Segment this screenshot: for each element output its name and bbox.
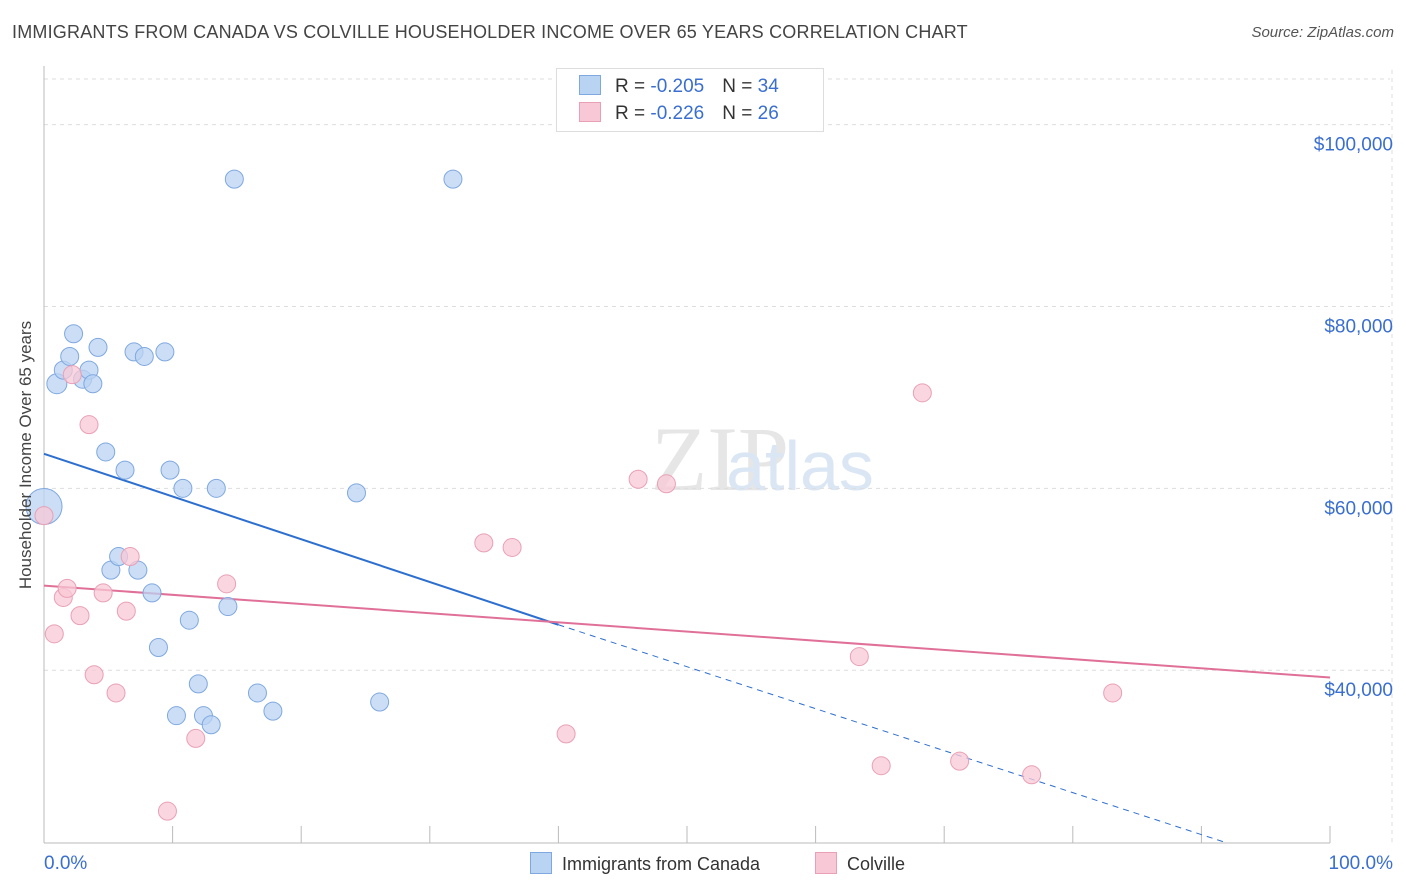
point-colville [871, 756, 891, 776]
point-colville [556, 724, 576, 744]
tick-labels: $40,000 $60,000 $80,000 $100,000 0.0% 100.0% [44, 135, 1393, 874]
point-canada [96, 442, 116, 462]
point-colville [912, 383, 932, 403]
legend-swatch-pink [579, 102, 601, 122]
point-colville [849, 647, 869, 667]
point-colville [70, 606, 90, 626]
legend-row-colville: R = -0.226 N = 26 [579, 102, 779, 126]
point-colville [157, 801, 177, 821]
point-canada [160, 460, 180, 480]
bottom-legend-colville: Colville [815, 852, 905, 875]
watermark-zip: ZIP [651, 408, 789, 510]
point-colville [57, 578, 77, 598]
y-tick-label: $60,000 [1324, 498, 1393, 519]
series-name-canada: Immigrants from Canada [562, 854, 761, 874]
trend-line-canada-dashed [558, 624, 1228, 844]
point-canada [247, 683, 267, 703]
point-canada [188, 674, 208, 694]
legend-r-value: -0.226 [650, 103, 705, 124]
point-canada [201, 715, 221, 735]
legend-box: R = -0.205 N = 34 R = -0.226 N = 26 [556, 68, 824, 132]
y-tick-label: $100,000 [1314, 135, 1393, 156]
point-canada [179, 610, 199, 630]
point-colville [502, 537, 522, 557]
legend-n-label: N = [722, 76, 758, 97]
bottom-legend-canada: Immigrants from Canada [530, 852, 760, 875]
x-tick-label-min: 0.0% [44, 853, 87, 874]
point-colville [62, 365, 82, 385]
legend-n-value: 26 [757, 103, 779, 124]
legend-swatch-blue [579, 75, 601, 95]
point-colville [950, 751, 970, 771]
legend-r-label: R = [615, 76, 651, 97]
series-name-colville: Colville [847, 854, 906, 874]
point-canada [142, 583, 162, 603]
y-tick-label: $80,000 [1324, 316, 1393, 337]
point-canada [346, 483, 366, 503]
source-label: Source: ZipAtlas.com [1251, 24, 1394, 41]
point-colville [120, 547, 140, 567]
legend-n-value: 34 [757, 76, 779, 97]
point-canada [218, 597, 238, 617]
legend-row-canada: R = -0.205 N = 34 [579, 75, 779, 99]
point-canada [166, 706, 186, 726]
chart-title: IMMIGRANTS FROM CANADA VS COLVILLE HOUSE… [12, 22, 968, 42]
point-canada [134, 346, 154, 366]
point-colville [34, 506, 54, 526]
point-colville [44, 624, 64, 644]
point-canada [88, 337, 108, 357]
point-canada [115, 460, 135, 480]
trend-line-canada [43, 452, 559, 626]
bottom-swatch-pink [815, 852, 837, 874]
point-colville [186, 728, 206, 748]
point-canada [64, 324, 84, 344]
point-canada [224, 169, 244, 189]
point-colville [628, 469, 648, 489]
x-tick-label-max: 100.0% [1329, 853, 1394, 874]
point-canada [263, 701, 283, 721]
point-canada [370, 692, 390, 712]
point-colville [93, 583, 113, 603]
point-colville [217, 574, 237, 594]
point-canada [155, 342, 175, 362]
point-canada [443, 169, 463, 189]
point-colville [106, 683, 126, 703]
trend-line-colville [43, 584, 1331, 679]
point-colville [656, 474, 676, 494]
point-colville [474, 533, 494, 553]
point-canada [148, 637, 168, 657]
trend-lines [43, 452, 1331, 844]
point-colville [116, 601, 136, 621]
point-colville [79, 415, 99, 435]
legend-n-label: N = [722, 103, 758, 124]
point-canada [173, 478, 193, 498]
point-canada [206, 478, 226, 498]
point-colville [1103, 683, 1123, 703]
point-colville [84, 665, 104, 685]
y-axis-label: Householder Income Over 65 years [16, 320, 35, 590]
y-tick-label: $40,000 [1324, 680, 1393, 701]
point-canada [60, 346, 80, 366]
bottom-swatch-blue [530, 852, 552, 874]
point-canada [83, 374, 103, 394]
point-colville [1022, 765, 1042, 785]
legend-r-label: R = [615, 103, 651, 124]
data-points [25, 169, 1123, 821]
watermark-atlas: atlas [726, 427, 874, 505]
legend-r-value: -0.205 [650, 76, 705, 97]
